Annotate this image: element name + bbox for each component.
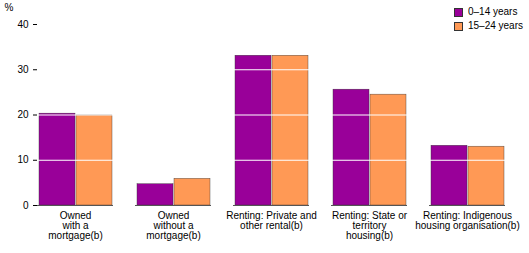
svg-text:Ownedwithout amortgage(b): Ownedwithout amortgage(b) bbox=[146, 210, 200, 241]
svg-text:%: % bbox=[5, 2, 14, 13]
svg-text:Renting: Indigenoushousing org: Renting: Indigenoushousing organisation(… bbox=[415, 210, 520, 231]
svg-text:10: 10 bbox=[17, 154, 29, 165]
svg-text:Ownedwith amortgage(b): Ownedwith amortgage(b) bbox=[48, 210, 102, 241]
svg-text:30: 30 bbox=[17, 64, 29, 75]
svg-text:Renting: State orterritoryhous: Renting: State orterritoryhousing(b) bbox=[332, 210, 408, 241]
html-text:15–24 years: 15–24 years bbox=[468, 20, 523, 31]
svg-text:Renting: Private andother rent: Renting: Private andother rental(b) bbox=[226, 210, 317, 231]
html-text:0–14 years: 0–14 years bbox=[468, 6, 518, 17]
svg-text:40: 40 bbox=[17, 19, 29, 30]
svg-text:20: 20 bbox=[17, 109, 29, 120]
svg-text:0: 0 bbox=[23, 200, 29, 211]
